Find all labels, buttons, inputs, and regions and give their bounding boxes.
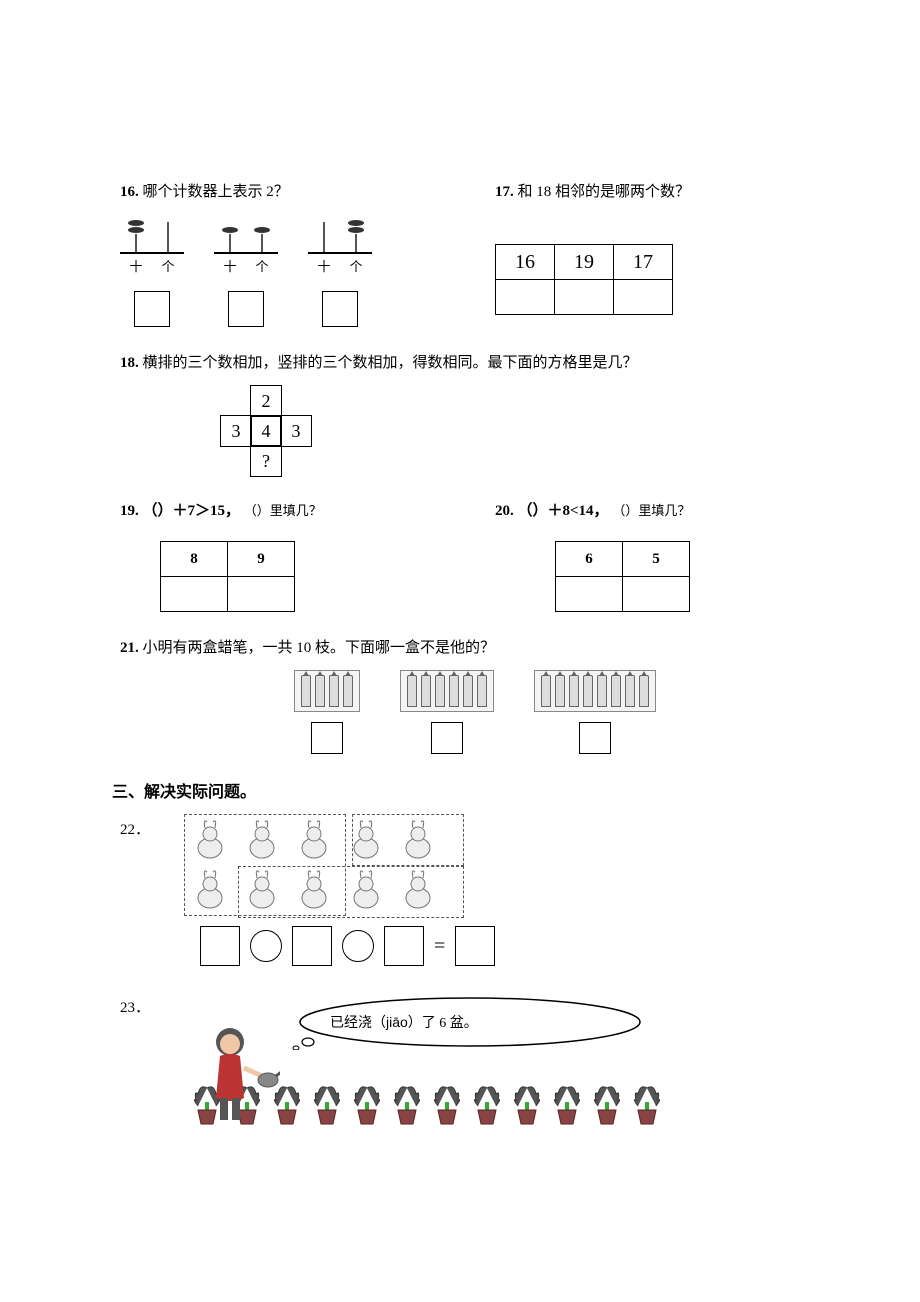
q16-line: 16. 哪个计数器上表示 2？ <box>120 180 455 204</box>
eq-operand-1[interactable] <box>200 926 240 966</box>
q19-line: 19. （）＋7＞15， （）里填几？ <box>120 499 455 523</box>
q20-expr: （）＋8<14， <box>518 503 609 519</box>
q17-text: 和 18 相邻的是哪两个数？ <box>518 184 691 200</box>
abacus-3-answer[interactable] <box>322 291 358 327</box>
q18-line: 18. 横排的三个数相加，竖排的三个数相加，得数相同。最下面的方格里是几？ <box>120 351 830 375</box>
q20-line: 20. （）＋8<14， （）里填几？ <box>495 499 830 523</box>
crayon-ans-2[interactable] <box>431 722 463 754</box>
eq-op-1[interactable] <box>250 930 282 962</box>
q19-table: 8 9 <box>160 541 295 612</box>
pot-icon <box>470 1084 504 1126</box>
bubble-pinyin: jiāo <box>386 1014 408 1030</box>
q20-ans-0[interactable] <box>556 577 623 612</box>
bubble-pre: 已经浇（ <box>330 1016 386 1031</box>
q21-num: 21. <box>120 640 139 656</box>
q17-ans-0[interactable] <box>496 280 555 315</box>
abacus-2-one: 个 <box>255 256 268 275</box>
q20-table: 6 5 <box>555 541 690 612</box>
pot-icon <box>430 1084 464 1126</box>
girl-icon <box>190 1018 280 1128</box>
abacus-3-one: 个 <box>349 256 362 275</box>
crayon-box-2 <box>400 670 494 754</box>
crayon-box-1 <box>294 670 360 754</box>
cross-bottom[interactable]: ? <box>250 445 282 477</box>
q19-opt-1: 9 <box>228 542 295 577</box>
q23-num: 23． <box>120 996 160 1020</box>
abacus-1-one: 个 <box>161 256 174 275</box>
crayon-ans-3[interactable] <box>579 722 611 754</box>
cross-top: 2 <box>250 385 282 417</box>
eq-operand-2[interactable] <box>292 926 332 966</box>
abacus-1: 十 个 <box>120 216 184 327</box>
q18-text: 横排的三个数相加，竖排的三个数相加，得数相同。最下面的方格里是几？ <box>143 355 638 371</box>
q18-num: 18. <box>120 355 139 371</box>
pot-icon <box>510 1084 544 1126</box>
cross-center: 4 <box>250 415 282 447</box>
rabbit-icon <box>190 818 230 862</box>
q19-ans-0[interactable] <box>161 577 228 612</box>
abacus-2-ten: 十 <box>223 256 236 275</box>
q20-ans-1[interactable] <box>623 577 690 612</box>
crayon-box-3 <box>534 670 656 754</box>
q17-opt-2: 17 <box>614 245 673 280</box>
cross-left: 3 <box>220 415 252 447</box>
q19-expr: （）＋7＞15， <box>143 503 241 519</box>
q17-ans-2[interactable] <box>614 280 673 315</box>
q19-ans-1[interactable] <box>228 577 295 612</box>
q21-text: 小明有两盒蜡笔，一共 10 枝。下面哪一盒不是他的？ <box>143 640 496 656</box>
q17-line: 17. 和 18 相邻的是哪两个数？ <box>495 180 830 204</box>
pot-icon <box>630 1084 664 1126</box>
q20-tail: （）里填几？ <box>612 503 690 518</box>
section-3-title: 三、解决实际问题。 <box>112 778 830 802</box>
crayon-row <box>120 670 830 754</box>
abacus-1-answer[interactable] <box>134 291 170 327</box>
pot-icon <box>310 1084 344 1126</box>
speech-bubble: 已经浇（jiāo）了 6 盆。 <box>300 1000 508 1044</box>
pot-icon <box>550 1084 584 1126</box>
q20-opt-1: 5 <box>623 542 690 577</box>
abacus-2-answer[interactable] <box>228 291 264 327</box>
abacus-3: 十 个 <box>308 216 372 327</box>
q21-line: 21. 小明有两盒蜡笔，一共 10 枝。下面哪一盒不是他的？ <box>120 636 830 660</box>
crayon-ans-1[interactable] <box>311 722 343 754</box>
q16-num: 16. <box>120 184 139 200</box>
abacus-2: 十 个 <box>214 216 278 327</box>
q17-table: 16 19 17 <box>495 244 673 315</box>
pot-icon <box>590 1084 624 1126</box>
eq-operand-3[interactable] <box>384 926 424 966</box>
abacus-row: 十 个 十 <box>120 216 455 327</box>
bubble-post: ）了 6 盆。 <box>408 1016 478 1031</box>
abacus-1-ten: 十 <box>129 256 142 275</box>
q17-opt-0: 16 <box>496 245 555 280</box>
q20-opt-0: 6 <box>556 542 623 577</box>
q20-num: 20. <box>495 503 514 519</box>
eq-result[interactable] <box>455 926 495 966</box>
q22-num: 22． <box>120 818 160 842</box>
equals-sign: = <box>434 935 445 958</box>
cross-puzzle: 2 3 4 3 ? <box>220 385 830 475</box>
rabbit-grid <box>190 818 470 912</box>
cross-right: 3 <box>280 415 312 447</box>
equation-row: = <box>200 926 495 966</box>
pot-icon <box>390 1084 424 1126</box>
q17-ans-1[interactable] <box>555 280 614 315</box>
eq-op-2[interactable] <box>342 930 374 962</box>
q17-opt-1: 19 <box>555 245 614 280</box>
pot-icon <box>350 1084 384 1126</box>
q19-tail: （）里填几？ <box>244 503 322 518</box>
q17-num: 17. <box>495 184 514 200</box>
q19-num: 19. <box>120 503 139 519</box>
abacus-3-ten: 十 <box>317 256 330 275</box>
q19-opt-0: 8 <box>161 542 228 577</box>
q16-text: 哪个计数器上表示 2？ <box>143 184 289 200</box>
